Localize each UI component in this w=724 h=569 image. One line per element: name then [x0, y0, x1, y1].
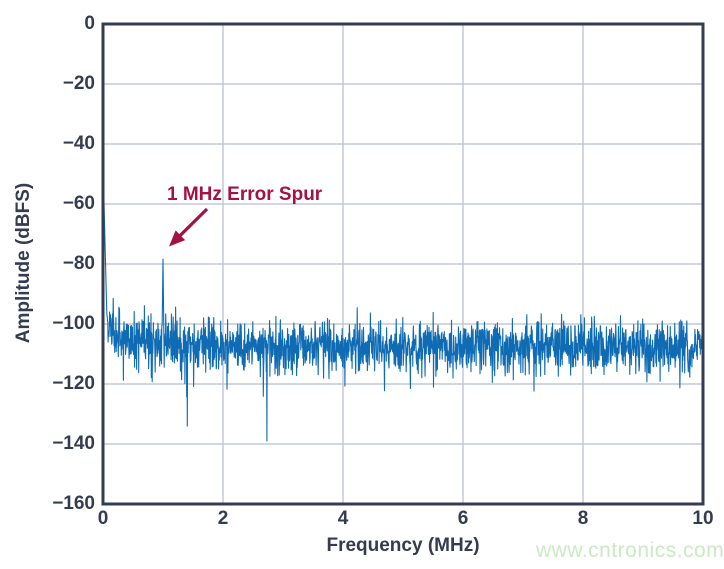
plot-border	[101, 22, 705, 506]
x-tick-label: 6	[457, 508, 469, 529]
y-tick-label: −20	[62, 73, 95, 95]
x-tick-label: 2	[217, 508, 229, 529]
x-axis-title: Frequency (MHz)	[326, 535, 480, 556]
x-tick-label: 4	[337, 508, 349, 529]
y-tick-label: −60	[62, 193, 95, 215]
y-axis-title: Amplitude (dBFS)	[13, 182, 34, 344]
y-tick-label: −40	[62, 133, 95, 155]
grid-lines	[103, 24, 703, 504]
y-tick-label: −80	[62, 253, 95, 275]
x-tick-label: 10	[692, 508, 714, 529]
y-tick-label: 0	[84, 13, 95, 35]
y-tick-label: −160	[52, 493, 95, 515]
annotation-arrow-icon	[169, 207, 209, 247]
y-tick-label: −100	[52, 313, 95, 335]
watermark: www.cntronics.com	[536, 539, 724, 562]
x-tick-label: 8	[577, 508, 589, 529]
y-tick-label: −120	[52, 373, 95, 395]
spur-annotation-label: 1 MHz Error Spur	[167, 184, 323, 205]
signal-trace	[102, 161, 704, 442]
y-tick-label: −140	[52, 433, 95, 455]
x-tick-label: 0	[97, 508, 109, 529]
